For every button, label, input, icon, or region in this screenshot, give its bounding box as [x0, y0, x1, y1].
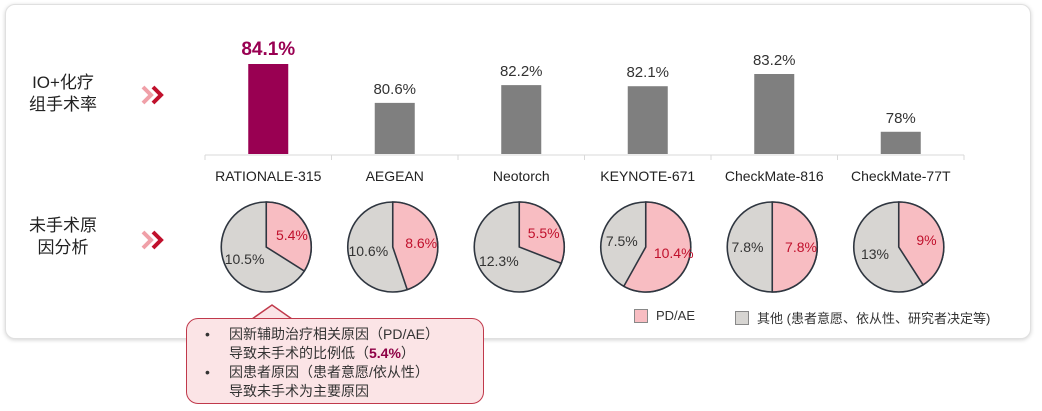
row-label-line: 因分析 [37, 238, 89, 257]
double-chevron-icon [141, 85, 164, 105]
legend-label-other: 其他 (患者意愿、依从性、研究者决定等) [757, 311, 991, 326]
pie-slice-pd-ae [897, 201, 945, 286]
bar [248, 64, 289, 154]
bullet: • [205, 326, 210, 342]
x-tick-label: AEGEAN [366, 168, 424, 184]
callout-text: 导致未手术的比例低（5.4%） [229, 344, 473, 363]
legend-label-pd-ae: PD/AE [656, 308, 696, 323]
row-label-no-surgery: 未手术原 因分析 [8, 215, 118, 259]
bar [627, 86, 668, 154]
pie-label-pd-ae: 5.5% [528, 225, 560, 241]
legend-swatch-pd-ae [634, 308, 648, 323]
pie-slice-pd-ae [771, 201, 819, 293]
legend-item-other: 其他 (患者意愿、依从性、研究者决定等) [735, 308, 990, 327]
bar-data-label: 82.2% [500, 63, 543, 80]
pie-chart: 10.4% 7.5% [599, 201, 694, 293]
pie-slice-pd-ae [518, 201, 566, 265]
row-label-surgery-rate: IO+化疗 组手术率 [8, 72, 118, 116]
pie-chart: 5.5% 12.3% [473, 201, 566, 293]
bar-data-label: 80.6% [373, 81, 416, 98]
x-tick-label: RATIONALE-315 [215, 168, 322, 184]
pie-label-pd-ae: 10.4% [654, 245, 694, 261]
pie-slice-pd-ae [622, 201, 692, 293]
x-tick-label: KEYNOTE-671 [600, 168, 695, 184]
bullet: • [205, 364, 210, 380]
bar [754, 74, 795, 154]
x-tick-label: CheckMate-77T [851, 168, 951, 184]
double-chevron-icon [141, 230, 164, 250]
callout-text-post: ） [400, 345, 415, 361]
bar [880, 131, 921, 154]
row-label-line: 组手术率 [29, 95, 97, 114]
pie-label-other: 10.5% [225, 251, 265, 267]
pie-label-pd-ae: 5.4% [276, 227, 308, 243]
pie-chart: 5.4% 10.5% [220, 201, 313, 293]
callout-text: 因患者原因（患者意愿/依从性） [229, 364, 429, 380]
bar [374, 102, 415, 154]
pie-label-other: 13% [861, 246, 889, 262]
x-tick-label: CheckMate-816 [725, 168, 824, 184]
bar-data-label: 78% [886, 110, 916, 127]
pie-slice-pd-ae [265, 201, 313, 273]
callout-text-pre: 导致未手术的比例低（ [229, 345, 369, 361]
callout-item: • 因新辅助治疗相关原因（PD/AE） 导致未手术的比例低（5.4%） [197, 325, 473, 363]
pie-label-other: 7.8% [732, 239, 764, 255]
pie-label-pd-ae: 9% [916, 232, 936, 248]
pie-label-other: 10.6% [348, 243, 388, 259]
legend-swatch-other [735, 310, 749, 325]
callout-highlight-value: 5.4% [369, 345, 401, 361]
bar-data-label: 83.2% [753, 52, 796, 69]
pie-chart: 7.8% 7.8% [726, 201, 819, 293]
callout-text: 导致未手术为主要原因 [229, 383, 369, 399]
row-label-line: IO+化疗 [32, 73, 94, 92]
pie-chart: 8.6% 10.6% [346, 201, 439, 293]
pie-chart: 9% 13% [852, 201, 945, 293]
bar-data-label: 84.1% [241, 39, 295, 60]
callout-text: 因新辅助治疗相关原因（PD/AE） [229, 326, 440, 342]
bar [501, 85, 542, 154]
pie-label-pd-ae: 8.6% [405, 235, 437, 251]
x-tick-label: Neotorch [493, 168, 550, 184]
callout-item: • 因患者原因（患者意愿/依从性） 导致未手术为主要原因 [197, 363, 473, 401]
callout-box: • 因新辅助治疗相关原因（PD/AE） 导致未手术的比例低（5.4%） • 因患… [186, 318, 484, 404]
bar-data-label: 82.1% [626, 64, 669, 81]
pie-label-pd-ae: 7.8% [785, 239, 817, 255]
pie-label-other: 7.5% [606, 233, 638, 249]
legend-item-pd-ae: PD/AE [634, 308, 695, 323]
pie-slice-pd-ae [391, 201, 439, 291]
row-label-line: 未手术原 [29, 216, 97, 235]
pie-label-other: 12.3% [479, 253, 519, 269]
